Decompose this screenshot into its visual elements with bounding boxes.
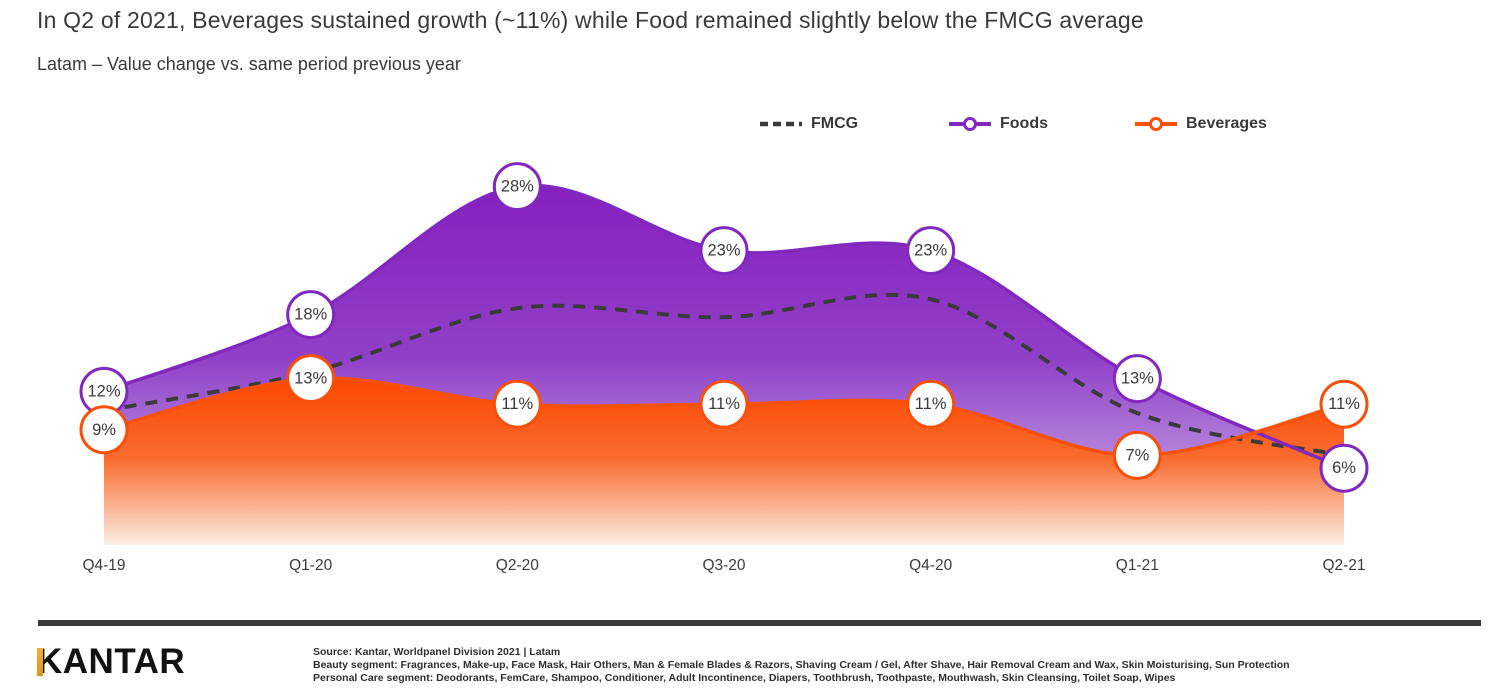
source-notes: Source: Kantar, Worldpanel Division 2021… [313,646,1473,686]
x-axis-label: Q3-20 [702,557,746,574]
foods-badge-circle [906,226,956,276]
foods-data-point-badge: 13% [1112,354,1162,404]
beverages-badge-value: 11% [1328,395,1360,413]
legend-label: Foods [1000,115,1048,132]
foods-badge-circle [286,290,336,340]
legend-label: FMCG [811,115,859,132]
foods-badge-value: 23% [707,242,740,260]
beverages-badge-circle [79,405,129,455]
beverages-badge-value: 11% [915,395,947,413]
fmcg-legend-marker-icon [760,121,802,127]
x-axis-label: Q2-21 [1322,557,1366,574]
foods-data-point-badge: 23% [906,226,956,276]
beverages-badge-circle [286,354,336,404]
kantar-logo: KANTAR [37,643,185,681]
beverages-badge-value: 9% [92,421,116,439]
beverages-badge-circle [1319,379,1369,429]
x-axis-label: Q4-20 [909,557,953,574]
beverages-data-point-badge: 11% [492,379,542,429]
legend-item-foods: Foods [947,112,1048,136]
kantar-logo-text: KANTAR [37,642,186,681]
beverages-data-point-badge: 13% [286,354,336,404]
beverages-badge-value: 7% [1125,446,1149,464]
chart-legend: FMCG Foods Beverages [0,112,1509,138]
legend-item-fmcg: FMCG [758,112,858,136]
foods-badge-circle [699,226,749,276]
source-line: Personal Care segment: Deodorants, FemCa… [313,672,1176,685]
foods-data-point-badge: 12% [79,366,129,416]
source-line: Beauty segment: Fragrances, Make-up, Fac… [313,659,1290,672]
legend-item-beverages: Beverages [1133,112,1267,136]
x-axis-label: Q1-20 [289,557,333,574]
beverages-badge-value: 11% [501,395,533,413]
foods-badge-value: 6% [1332,459,1356,477]
foods-badge-value: 12% [87,382,120,400]
foods-legend-marker-icon [949,117,991,131]
beverages-legend-marker-icon [1135,117,1177,131]
foods-badge-value: 28% [501,178,534,196]
beverages-area-fill [104,378,1344,545]
x-axis: Q4-19 Q1-20 Q2-20 Q3-20 Q4-20 Q1-21 Q2-21 [0,557,1509,579]
beverages-badge-circle [699,379,749,429]
x-axis-label: Q1-21 [1115,557,1159,574]
foods-badge-value: 18% [294,306,327,324]
beverages-badge-circle [492,379,542,429]
beverages-badge-value: 13% [294,370,327,388]
beverages-badge-value: 11% [708,395,740,413]
foods-data-point-badge: 6% [1319,443,1369,493]
page-title: In Q2 of 2021, Beverages sustained growt… [37,7,1144,33]
beverages-data-point-badge: 7% [1112,430,1162,480]
foods-badge-value: 13% [1121,370,1154,388]
page-subtitle: Latam – Value change vs. same period pre… [37,54,461,74]
x-axis-label: Q2-20 [495,557,539,574]
x-axis-label: Q4-19 [82,557,126,574]
kantar-logo-gold-bar-icon [37,648,43,676]
foods-badge-circle [492,162,542,212]
foods-badge-circle [1319,443,1369,493]
beverages-badge-circle [906,379,956,429]
foods-badge-value: 23% [914,242,947,260]
foods-badge-circle [1112,354,1162,404]
footer-divider-bar [38,620,1481,626]
legend-label: Beverages [1186,115,1267,132]
beverages-data-point-badge: 9% [79,405,129,455]
beverages-data-point-badge: 11% [1319,379,1369,429]
beverages-data-point-badge: 11% [699,379,749,429]
foods-data-point-badge: 23% [699,226,749,276]
foods-data-point-badge: 28% [492,162,542,212]
foods-data-point-badge: 18% [286,290,336,340]
beverages-data-point-badge: 11% [906,379,956,429]
source-line: Source: Kantar, Worldpanel Division 2021… [313,646,561,658]
beverages-badge-circle [1112,430,1162,480]
